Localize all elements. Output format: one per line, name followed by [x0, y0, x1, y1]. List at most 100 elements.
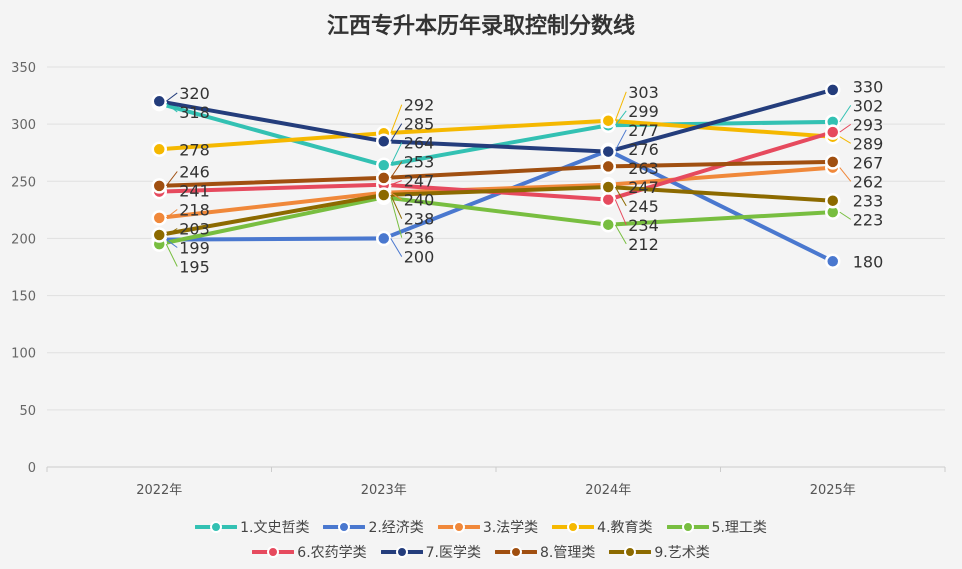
data-label: 218 [179, 201, 210, 220]
data-point [376, 170, 392, 186]
label-leader-line [839, 167, 852, 182]
data-label: 293 [853, 115, 884, 134]
label-leader-line [165, 243, 178, 267]
legend-label: 7.医学类 [425, 544, 481, 561]
legend-item[interactable]: 8.管理类 [495, 542, 595, 562]
y-tick-label: 100 [11, 347, 36, 362]
data-label: 238 [404, 210, 435, 229]
data-point [825, 253, 841, 270]
x-tick-label: 2023年 [361, 483, 407, 498]
data-label: 240 [404, 191, 435, 210]
label-leader-line [165, 92, 178, 102]
data-label: 277 [628, 121, 659, 140]
data-point [376, 133, 392, 150]
series-line [159, 159, 833, 188]
label-leader-line [165, 239, 178, 248]
legend-item[interactable]: 1.文史哲类 [195, 517, 309, 537]
data-label: 234 [628, 216, 659, 235]
label-leader-line [839, 105, 852, 123]
legend-marker-icon [252, 545, 295, 558]
data-label: 330 [853, 77, 884, 96]
label-leader-line [390, 161, 403, 179]
x-tick-label: 2022年 [136, 483, 182, 498]
data-point [151, 178, 167, 194]
x-tick-label: 2025年 [810, 483, 856, 498]
data-label: 247 [628, 178, 659, 197]
series-line [159, 118, 833, 152]
data-label: 320 [179, 84, 210, 103]
legend-marker-icon [552, 520, 595, 533]
legend-label: 6.农药学类 [297, 544, 367, 561]
data-label: 267 [853, 153, 884, 172]
y-tick-label: 0 [28, 461, 36, 476]
y-tick-label: 200 [11, 232, 36, 247]
legend-item[interactable]: 3.法学类 [437, 517, 539, 537]
data-point [600, 143, 616, 160]
legend-marker-icon [195, 520, 238, 533]
label-leader-line [165, 209, 178, 219]
data-point [600, 179, 616, 195]
label-leader-line [165, 228, 178, 236]
data-point [825, 124, 841, 140]
data-point [600, 191, 616, 208]
chart-title: 江西专升本历年录取控制分数线 [326, 13, 635, 39]
data-point [151, 93, 167, 110]
label-leader-line [390, 192, 403, 201]
data-label: 203 [179, 220, 210, 239]
data-label: 285 [404, 115, 435, 134]
legend-label: 3.法学类 [482, 519, 539, 536]
legend-marker-icon [323, 520, 366, 533]
legend-label: 9.艺术类 [654, 544, 710, 561]
label-leader-line [839, 211, 852, 220]
label-leader-line [390, 104, 403, 134]
legend-item[interactable]: 7.医学类 [380, 542, 481, 562]
label-leader-line [390, 142, 403, 166]
y-tick-label: 350 [11, 61, 36, 76]
series-line [158, 195, 833, 247]
legend-item[interactable]: 6.农药学类 [252, 542, 367, 562]
label-leader-line [839, 136, 852, 144]
data-label: 241 [179, 182, 210, 201]
data-point [376, 187, 392, 203]
data-label: 264 [404, 134, 435, 153]
series-line [159, 148, 834, 264]
data-label: 276 [628, 140, 659, 159]
legend-label: 5.理工类 [711, 519, 767, 536]
legend-item[interactable]: 2.经济类 [323, 517, 424, 537]
data-label: 223 [853, 210, 884, 229]
legend-item[interactable]: 5.理工类 [666, 517, 767, 537]
legend-item[interactable]: 9.艺术类 [609, 542, 710, 562]
legend-marker-icon [666, 520, 709, 533]
legend-marker-icon [380, 545, 423, 558]
y-tick-label: 250 [11, 175, 36, 190]
label-leader-line [614, 129, 627, 151]
legend-label: 8.管理类 [540, 544, 596, 561]
legend-item[interactable]: 4.教育类 [552, 517, 653, 537]
data-label: 200 [404, 248, 435, 267]
y-tick-label: 50 [19, 404, 36, 419]
data-label: 180 [853, 252, 884, 271]
legend-marker-icon [437, 520, 480, 533]
x-tick-label: 2024年 [585, 483, 631, 498]
data-point [600, 112, 616, 129]
data-point [151, 141, 167, 158]
data-label: 212 [628, 235, 659, 254]
series-line [159, 165, 833, 220]
data-label: 299 [628, 102, 659, 121]
data-label: 233 [853, 191, 884, 210]
data-label: 199 [179, 239, 210, 258]
y-tick-label: 300 [11, 118, 36, 133]
series-line [158, 184, 833, 237]
legend-marker-icon [609, 545, 652, 558]
legend: 1.文史哲类 2.经济类 3.法学类 4.教育类 5.理工类 6.农药学类 7.医学类 8.管… [0, 514, 962, 564]
data-label: 302 [853, 96, 884, 115]
label-leader-line [839, 123, 852, 133]
data-label: 262 [853, 172, 884, 191]
data-label: 245 [628, 197, 659, 216]
label-leader-line [614, 186, 627, 207]
data-point [600, 216, 616, 233]
data-label: 318 [179, 103, 210, 122]
legend-label: 4.教育类 [597, 519, 653, 536]
series-line [158, 87, 834, 154]
label-leader-line [390, 194, 403, 219]
